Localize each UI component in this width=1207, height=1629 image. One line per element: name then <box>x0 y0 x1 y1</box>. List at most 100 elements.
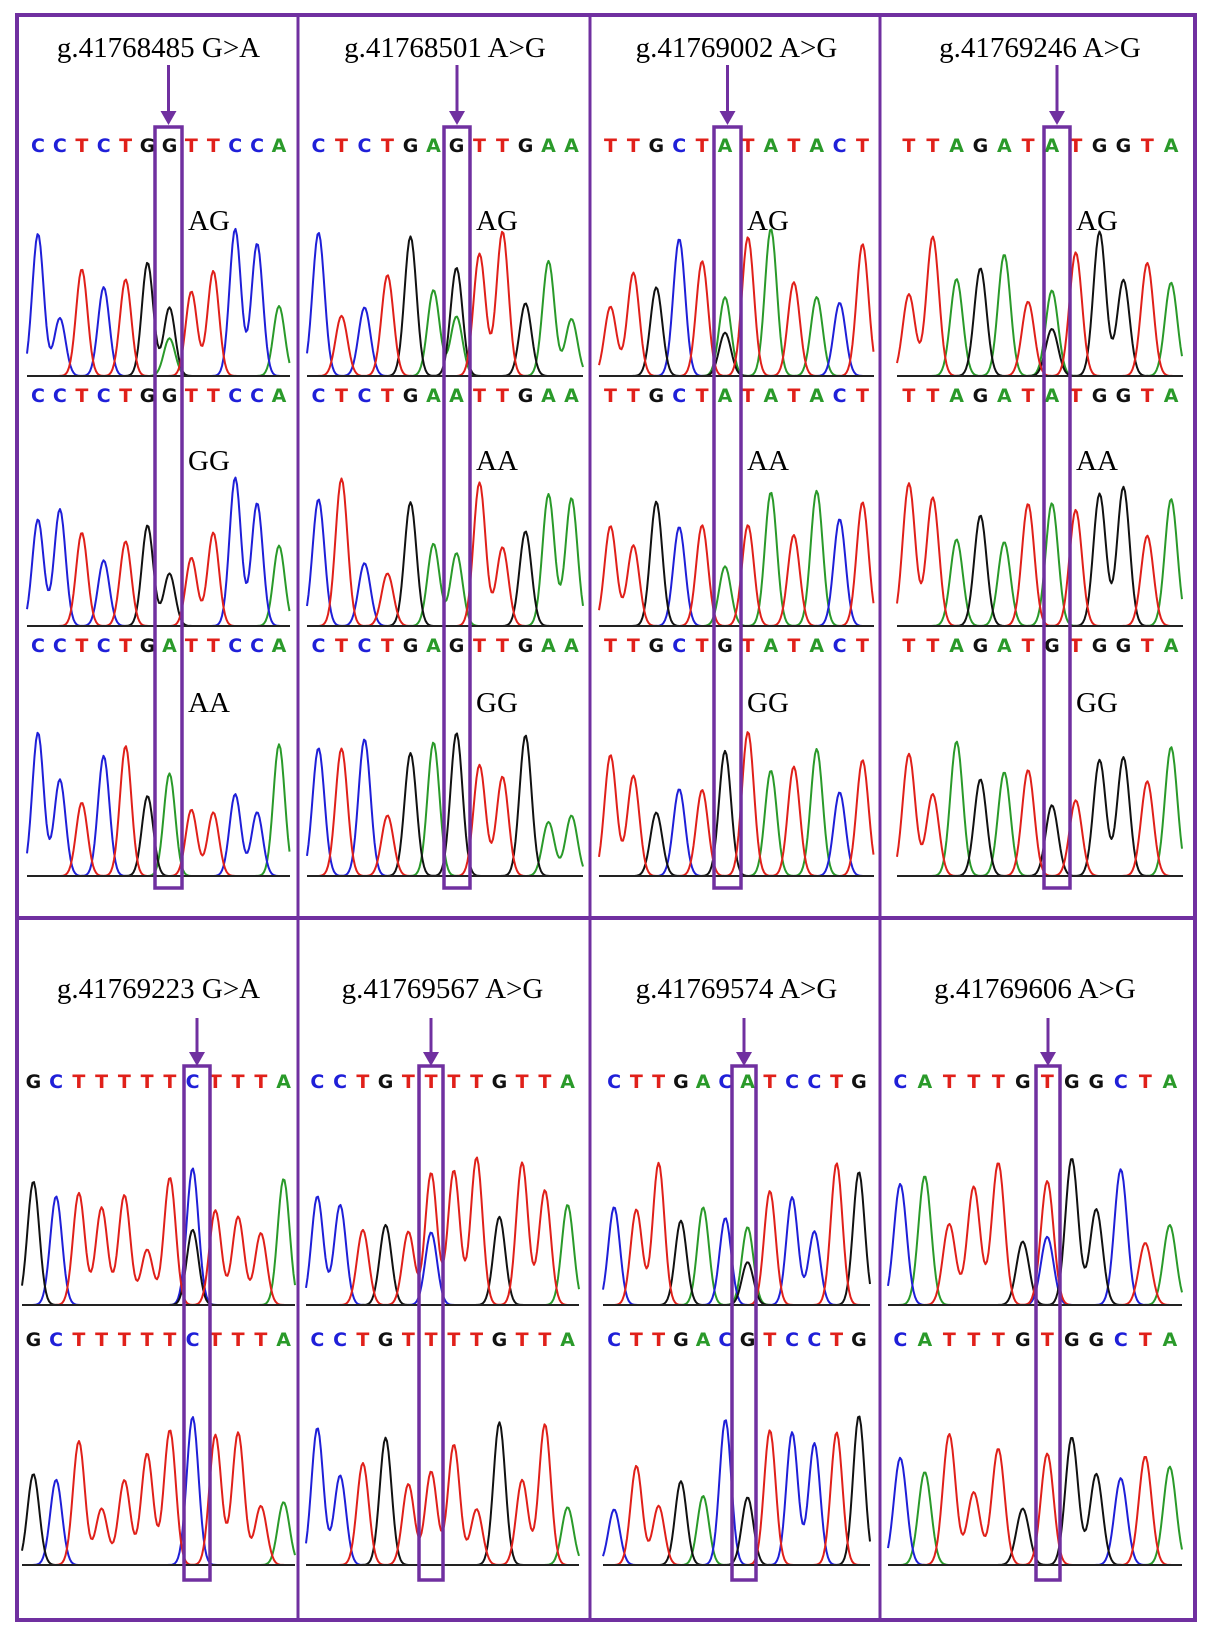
base-call: A <box>949 635 964 657</box>
base-call: T <box>75 135 88 157</box>
variant-highlight-box <box>417 1064 445 1582</box>
trace-t <box>22 1177 295 1306</box>
base-call: T <box>830 1329 843 1351</box>
base-call: G <box>1092 635 1108 657</box>
base-call: G <box>378 1071 394 1093</box>
base-call: T <box>356 1071 369 1093</box>
genotype-label: AA <box>188 687 230 719</box>
base-call: C <box>53 135 67 157</box>
genotype-label: AA <box>1076 445 1118 477</box>
base-call: A <box>718 385 733 407</box>
base-call: T <box>652 1329 665 1351</box>
base-call: C <box>607 1071 621 1093</box>
trace-c <box>22 1416 295 1566</box>
base-call: G <box>673 1071 689 1093</box>
base-call: C <box>97 135 111 157</box>
base-call: C <box>833 385 847 407</box>
base-call: A <box>564 385 579 407</box>
base-call: T <box>119 385 132 407</box>
base-call: T <box>335 135 348 157</box>
arrow-head-icon <box>423 1052 439 1066</box>
genotype-label: GG <box>188 445 230 477</box>
base-call: A <box>276 1071 291 1093</box>
base-call: G <box>1064 1071 1080 1093</box>
base-call: T <box>356 1329 369 1351</box>
base-call: C <box>672 635 686 657</box>
base-call: T <box>516 1329 529 1351</box>
base-call: T <box>209 1071 222 1093</box>
genotype-label: AG <box>747 205 789 237</box>
base-call: G <box>1044 635 1060 657</box>
base-call: T <box>232 1329 245 1351</box>
base-call: C <box>250 635 264 657</box>
base-call: T <box>902 635 915 657</box>
base-call: C <box>358 635 372 657</box>
panel-title: g.41769223 G>A <box>57 973 260 1005</box>
variant-highlight-box <box>182 1064 212 1582</box>
base-call: T <box>604 635 617 657</box>
base-call: C <box>833 135 847 157</box>
base-call: T <box>830 1071 843 1093</box>
base-call: C <box>228 135 242 157</box>
genotype-label: AA <box>747 445 789 477</box>
arrow-head-icon <box>449 111 465 125</box>
genotype-label: AA <box>476 445 518 477</box>
base-call: G <box>1092 385 1108 407</box>
base-call: T <box>185 385 198 407</box>
base-call: C <box>607 1329 621 1351</box>
base-call: C <box>718 1329 732 1351</box>
base-call: G <box>740 1329 756 1351</box>
base-call: G <box>518 135 534 157</box>
panel-title: g.41769606 A>G <box>934 973 1136 1005</box>
base-call: T <box>207 135 220 157</box>
base-call: A <box>276 1329 291 1351</box>
base-call: T <box>943 1329 956 1351</box>
arrow-head-icon <box>736 1052 752 1066</box>
base-call: T <box>95 1329 108 1351</box>
base-call: T <box>207 385 220 407</box>
trace-c <box>26 227 290 377</box>
base-call: T <box>992 1071 1005 1093</box>
base-call: A <box>541 635 556 657</box>
base-call: T <box>473 385 486 407</box>
base-call: T <box>1022 135 1035 157</box>
base-call: T <box>1041 1329 1054 1351</box>
base-call: C <box>312 385 326 407</box>
trace-t <box>27 531 290 627</box>
base-call: A <box>764 135 779 157</box>
trace-t <box>598 501 875 627</box>
base-call: C <box>785 1329 799 1351</box>
base-call: T <box>141 1071 154 1093</box>
base-call: T <box>856 385 869 407</box>
base-call: T <box>1141 635 1154 657</box>
base-call: T <box>254 1329 267 1351</box>
base-call: T <box>207 635 220 657</box>
base-call: G <box>449 135 465 157</box>
base-call: A <box>426 385 441 407</box>
base-call: G <box>162 135 178 157</box>
base-call: A <box>1164 135 1179 157</box>
base-call: G <box>973 385 989 407</box>
base-call: A <box>272 635 287 657</box>
base-call: C <box>893 1329 907 1351</box>
variant-highlight-box <box>1042 125 1072 890</box>
base-call: T <box>119 635 132 657</box>
panel-title: g.41769567 A>G <box>342 973 544 1005</box>
base-call: C <box>358 385 372 407</box>
base-call: T <box>742 385 755 407</box>
genotype-label: AG <box>1076 205 1118 237</box>
base-call: T <box>381 635 394 657</box>
base-call: G <box>492 1071 508 1093</box>
base-call: A <box>917 1071 932 1093</box>
base-call: C <box>310 1071 324 1093</box>
base-call: A <box>949 385 964 407</box>
base-call: T <box>232 1071 245 1093</box>
base-call: T <box>763 1329 776 1351</box>
base-call: T <box>652 1071 665 1093</box>
base-call: C <box>49 1071 63 1093</box>
base-call: G <box>1015 1329 1031 1351</box>
base-call: C <box>31 135 45 157</box>
base-call: A <box>560 1071 575 1093</box>
base-call: G <box>140 385 156 407</box>
